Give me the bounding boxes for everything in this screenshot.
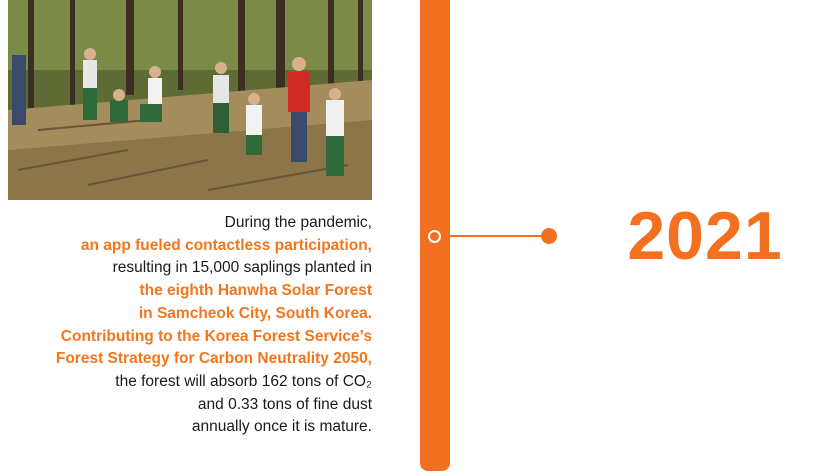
timeline-connector-line [450,235,545,237]
caption-line: the forest will absorb 162 tons of CO₂ [115,372,372,390]
caption-text: During the pandemic, an app fueled conta… [0,212,372,439]
caption-line: in Samcheok City, South Korea. [138,304,372,322]
caption-line: resulting in 15,000 saplings planted in [112,259,372,277]
caption-line: an app fueled contactless participation, [80,236,372,254]
timeline-connector-dot [541,228,557,244]
forest-volunteers-illustration [8,0,372,200]
timeline-marker [428,230,441,243]
year-label: 2021 [627,198,783,274]
caption-line: During the pandemic, [224,214,372,231]
caption-line: Forest Strategy for Carbon Neutrality 20… [55,350,372,368]
caption-line: annually once it is mature. [191,418,372,436]
caption-line: Contributing to the Korea Forest Service… [60,327,372,345]
caption-line: and 0.33 tons of fine dust [197,395,372,413]
tree-planting-photo [8,0,372,200]
caption-line: the eighth Hanwha Solar Forest [139,282,372,300]
